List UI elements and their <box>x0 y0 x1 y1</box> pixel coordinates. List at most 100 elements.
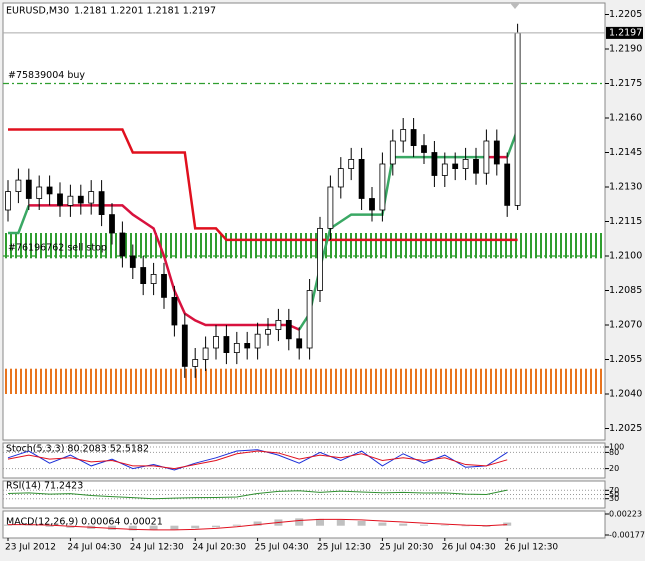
y-tick-label: 1.2085 <box>609 285 642 296</box>
y-tick-label: 1.2190 <box>609 44 642 55</box>
indicator-line <box>7 489 508 500</box>
candle-body <box>317 227 323 291</box>
candle-body <box>441 163 448 176</box>
macd-bar <box>66 525 75 528</box>
x-tick-label: 24 Jul 20:30 <box>192 543 246 553</box>
candle-body <box>150 273 157 284</box>
candle-body <box>504 163 511 206</box>
candle-body <box>244 342 251 349</box>
y-tick-label: 1.2160 <box>609 113 642 124</box>
macd-bar <box>128 525 137 531</box>
candle-body <box>493 140 500 165</box>
y-tick-label: 50 <box>609 490 619 499</box>
candle-body <box>514 32 521 206</box>
candle-body <box>223 336 230 354</box>
macd-bar <box>399 523 408 526</box>
y-tick-label: 1.2145 <box>609 147 642 158</box>
candle-body <box>192 359 199 367</box>
candle-body <box>483 140 490 174</box>
indicator-line <box>7 450 508 470</box>
price-box <box>606 26 643 39</box>
y-tick-label: 0.00223 <box>609 510 642 519</box>
main-panel <box>2 2 606 441</box>
candle-body <box>473 158 479 174</box>
candle-body <box>213 336 219 349</box>
candle-body <box>57 193 63 206</box>
macd-bar <box>378 522 387 526</box>
macd-bar <box>45 525 54 527</box>
candle-body <box>181 324 188 367</box>
candle-body <box>400 129 407 142</box>
macd-bar <box>461 525 470 527</box>
candle-body <box>233 342 240 353</box>
y-tick-label: 20 <box>609 464 619 473</box>
macd-bar <box>191 525 200 529</box>
macd-bar <box>503 522 512 526</box>
panel-title: RSI(14) 71.2423 <box>6 481 83 492</box>
candle-body <box>327 186 334 229</box>
candle-body <box>306 290 313 349</box>
shift-marker <box>510 3 520 9</box>
macd-bar <box>295 518 304 526</box>
candle-body <box>161 273 167 298</box>
macd-bar <box>482 525 491 527</box>
macd-bar <box>420 524 428 526</box>
y-tick-label: 30 <box>609 494 619 503</box>
x-tick-label: 25 Jul 12:30 <box>317 543 371 553</box>
macd-bar <box>24 525 33 526</box>
y-tick-label: 1.2025 <box>609 423 642 434</box>
candle-body <box>358 158 365 199</box>
indicator-line <box>8 128 518 242</box>
candle-body <box>431 152 438 176</box>
candle-body <box>389 140 396 165</box>
x-tick-label: 25 Jul 04:30 <box>255 543 309 553</box>
macd-bar <box>149 525 158 530</box>
y-tick-label: 1.2055 <box>609 354 642 365</box>
candle-body <box>202 347 209 360</box>
y-tick-label: 1.2100 <box>609 251 642 262</box>
order-label: #76196762 sell stop <box>8 243 107 254</box>
macd-bar <box>232 524 241 526</box>
macd-bar <box>253 521 262 526</box>
macd-bar <box>357 520 366 526</box>
candle-body <box>46 186 53 195</box>
y-tick-label: 1.2040 <box>609 389 642 400</box>
candle-body <box>129 255 136 268</box>
candle-body <box>265 329 271 335</box>
y-tick-label: -0.00177 <box>609 531 645 540</box>
y-tick-label: 80 <box>609 448 619 457</box>
y-tick-label: 1.2070 <box>609 320 642 331</box>
macd-bar <box>108 525 116 530</box>
order-label: #75839004 buy <box>8 70 85 81</box>
ohlc: 1.2181 1.2201 1.2181 1.2197 <box>74 6 216 17</box>
panel-title: MACD(12,26,9) 0.00064 0.00021 <box>6 517 163 528</box>
candle-body <box>379 163 386 211</box>
candle-body <box>15 179 22 193</box>
candle-body <box>5 191 11 211</box>
macd-bar <box>440 525 449 526</box>
candle-body <box>337 168 344 188</box>
symbol: EURUSD,M30 <box>6 6 69 17</box>
panel-title: Stoch(5,3,3) 80.2083 52.5182 <box>6 444 149 455</box>
macd-bar <box>4 524 12 526</box>
candle-body <box>254 333 261 349</box>
candle-body <box>410 129 417 147</box>
candle-body <box>140 267 147 285</box>
candle-body <box>88 191 95 204</box>
macd-bar <box>170 525 179 530</box>
candle-body <box>296 338 303 349</box>
x-tick-label: 23 Jul 2012 <box>5 543 56 553</box>
x-tick-label: 25 Jul 20:30 <box>379 543 433 553</box>
candle-body <box>421 145 427 153</box>
macd-bar <box>336 519 345 526</box>
y-tick-label: 1.2205 <box>609 9 642 20</box>
y-tick-label: 1.2130 <box>609 182 642 193</box>
y-tick-label: 70 <box>609 486 619 495</box>
candle-body <box>452 163 459 169</box>
price-label: 1.2197 <box>609 27 642 38</box>
y-tick-label: 1.2175 <box>609 78 642 89</box>
candle-body <box>36 186 43 199</box>
macd-bar <box>212 525 220 528</box>
candle-body <box>109 214 115 234</box>
